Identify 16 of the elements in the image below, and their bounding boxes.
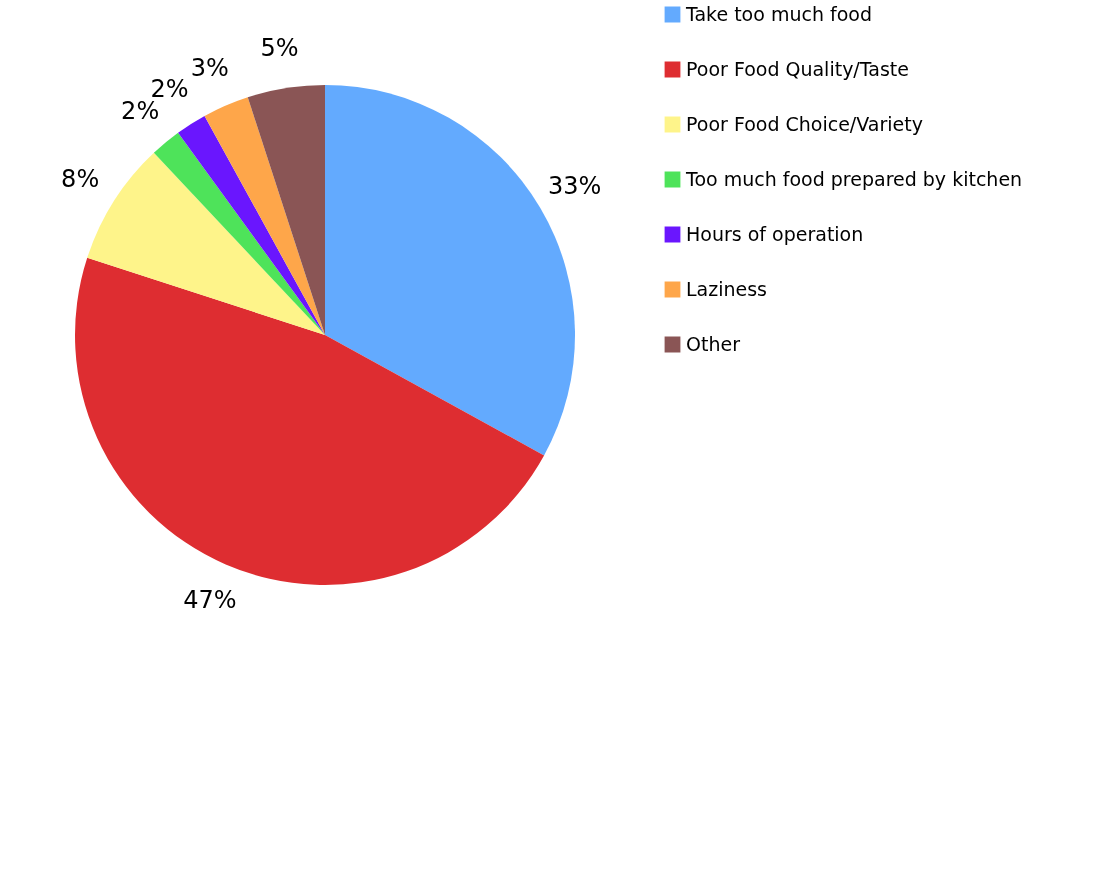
pie-slice (247, 85, 325, 335)
data-label: 5% (260, 33, 299, 62)
legend-label: Poor Food Choice/Variety (686, 112, 923, 135)
pie-slice (178, 115, 325, 335)
data-label: 8% (61, 164, 100, 193)
pie-slice (75, 257, 545, 585)
legend-label: Laziness (686, 277, 768, 300)
data-label: 3% (190, 53, 229, 82)
legend-label: Take too much food (685, 2, 872, 25)
legend-label: Other (686, 332, 741, 355)
legend-label: Too much food prepared by kitchen (685, 167, 1023, 190)
legend-label: Hours of operation (686, 222, 864, 245)
legend-label: Poor Food Quality/Taste (686, 57, 909, 80)
data-label: 33% (547, 172, 602, 201)
data-label: 47% (183, 586, 237, 615)
pie-slice (204, 97, 325, 335)
